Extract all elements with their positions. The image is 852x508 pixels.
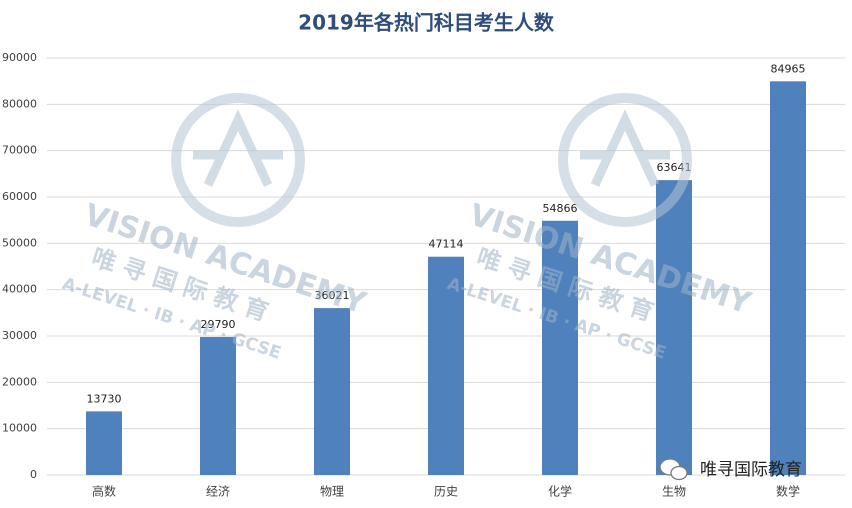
chart-title: 2019年各热门科目考生人数: [298, 11, 555, 35]
x-tick-label: 高数: [92, 484, 116, 499]
x-tick-label: 经济: [206, 484, 230, 499]
value-label: 29790: [201, 318, 236, 331]
x-tick-label: 历史: [434, 485, 458, 499]
watermark-mark: [580, 109, 670, 187]
bar: [200, 336, 236, 475]
bar: [542, 220, 578, 475]
value-label: 13730: [87, 392, 122, 405]
watermark-ring: [171, 93, 305, 227]
watermark-mark: [193, 109, 283, 187]
bar: [86, 411, 122, 475]
x-tick-label: 数学: [776, 484, 800, 499]
y-tick-label: 60000: [2, 190, 37, 203]
watermark-logo: [171, 93, 305, 227]
x-tick-label: 化学: [548, 484, 572, 499]
plot-area: 0 10000 20000 30000 40000 50000 60000 70000 8000…: [2, 51, 845, 499]
bar: [770, 81, 806, 476]
value-label: 47114: [429, 238, 464, 251]
footer-logo: 唯寻国际教育: [700, 460, 802, 480]
bar: [428, 256, 464, 475]
y-tick-label: 40000: [2, 283, 37, 296]
wechat-icon: [659, 458, 688, 481]
y-tick-label: 20000: [2, 375, 37, 388]
y-tick-label: 50000: [2, 236, 37, 249]
value-label: 36021: [315, 289, 350, 302]
watermark-ring: [558, 93, 692, 227]
y-tick-label: 30000: [2, 329, 37, 342]
y-tick-label: 70000: [2, 144, 37, 157]
y-tick-label: 10000: [2, 422, 37, 435]
bar: [314, 308, 350, 475]
value-label: 54866: [543, 202, 578, 215]
y-tick-label: 90000: [2, 51, 37, 64]
bar: [656, 180, 692, 475]
value-label: 84965: [771, 62, 806, 75]
x-tick-label: 物理: [320, 485, 344, 499]
y-tick-label: 0: [30, 468, 37, 481]
y-tick-label: 80000: [2, 97, 37, 110]
watermark-logo: [558, 93, 692, 227]
x-tick-label: 生物: [662, 485, 686, 499]
